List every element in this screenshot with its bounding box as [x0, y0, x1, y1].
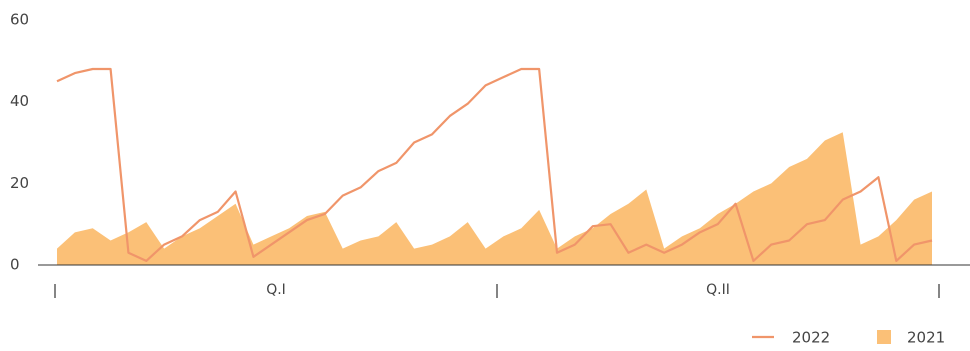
- legend-label: 2022: [792, 329, 830, 347]
- x-group-label: Q.II: [706, 282, 730, 298]
- y-tick-label: 60: [10, 11, 29, 29]
- x-group-label: Q.I: [266, 282, 286, 298]
- legend-label: 2021: [907, 329, 945, 347]
- y-tick-label: 20: [10, 174, 29, 192]
- line: [56, 67, 933, 263]
- legend-swatch: [877, 330, 891, 344]
- y-tick-label: 40: [10, 92, 29, 110]
- y-tick-label: 0: [10, 256, 20, 274]
- area: [57, 132, 932, 265]
